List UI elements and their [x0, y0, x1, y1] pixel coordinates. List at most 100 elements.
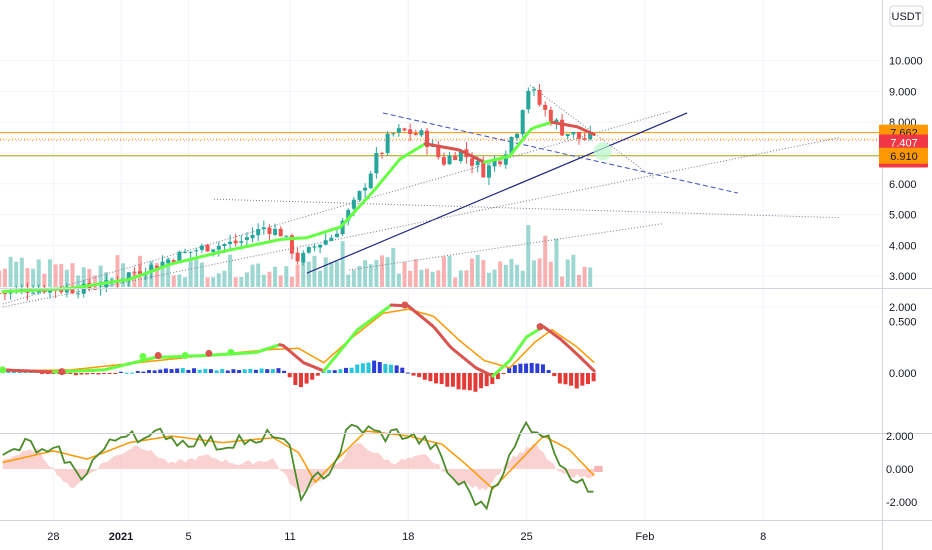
oscillator-tick-label: 0.000: [886, 464, 914, 476]
candle-body: [526, 90, 531, 110]
candle-body: [211, 249, 216, 252]
volume-bar: [391, 247, 396, 287]
candle-body: [199, 245, 204, 250]
volume-bar: [503, 264, 508, 287]
volume-bar: [14, 261, 19, 287]
macd-histogram-bar: [450, 373, 455, 387]
macd-histogram-bar: [518, 363, 523, 373]
price-tick-label: 2.000: [889, 302, 917, 314]
macd-histogram-bar: [456, 373, 461, 390]
volume-bar: [222, 270, 227, 287]
macd-histogram-bar: [315, 373, 320, 376]
trendline-dotted: [2, 137, 840, 308]
candle-body: [340, 220, 345, 235]
macd-histogram-bar: [242, 369, 247, 373]
macd-histogram-bar: [130, 372, 135, 374]
macd-cross-dot: [58, 368, 66, 376]
macd-histogram-bar: [535, 363, 540, 373]
macd-histogram-bar: [304, 373, 309, 384]
volume-bar: [419, 269, 424, 287]
volume-layer: [0, 225, 593, 287]
candle-body: [183, 251, 188, 253]
volume-bar: [396, 273, 401, 287]
volume-bar: [582, 266, 587, 287]
price-tick-label: 9.000: [889, 86, 917, 98]
volume-bar: [42, 273, 47, 287]
candle-body: [436, 144, 441, 158]
macd-histogram-bar: [389, 364, 394, 373]
candle-body: [160, 261, 165, 268]
time-tick-label: 18: [402, 531, 414, 543]
macd-pane: [0, 301, 596, 392]
candle-body: [256, 229, 261, 236]
candle-body: [329, 237, 334, 241]
macd-histogram-bar: [147, 370, 152, 373]
time-tick-label: 2021: [109, 531, 133, 543]
macd-histogram-bar: [574, 373, 579, 389]
macd-histogram-bar: [298, 373, 303, 388]
volume-bar: [233, 277, 238, 287]
volume-bar: [323, 257, 328, 287]
volume-bar: [199, 262, 204, 287]
volume-bar: [537, 258, 542, 287]
volume-bar: [548, 261, 553, 287]
macd-histogram-bar: [563, 373, 568, 385]
price-tag-box: [879, 134, 928, 151]
volume-bar: [312, 255, 317, 287]
time-axis[interactable]: 28 2021 5 11 18 25 Feb 8: [47, 531, 766, 543]
macd-histogram-bar: [141, 371, 146, 373]
volume-bar: [576, 274, 581, 287]
volume-bar: [205, 277, 210, 287]
price-tick-label: 6.000: [889, 179, 917, 191]
macd-histogram-bar: [580, 373, 585, 386]
macd-signal-line: [2, 308, 595, 372]
volume-bar: [216, 273, 221, 287]
candle-body: [492, 160, 497, 167]
volume-bar: [334, 261, 339, 287]
volume-bar: [132, 272, 137, 287]
candle-body: [363, 187, 368, 191]
macd-histogram-bar: [158, 369, 163, 373]
candle-body: [334, 233, 339, 238]
time-tick-label: 25: [520, 531, 532, 543]
macd-histogram-bar: [310, 373, 315, 380]
macd-histogram-bar: [79, 373, 84, 375]
macd-histogram-bar: [259, 368, 264, 373]
ema-layer: [1, 120, 596, 294]
candle-body: [59, 289, 64, 293]
candle-body: [470, 158, 475, 166]
candle-body: [177, 251, 182, 263]
candle-body: [441, 157, 446, 165]
macd-histogram-bar: [366, 362, 371, 373]
time-tick-label: 5: [186, 531, 192, 543]
macd-cross-dot: [181, 351, 189, 359]
candle-body: [548, 109, 553, 125]
candle-body: [166, 259, 171, 263]
price-levels: [0, 132, 882, 157]
candle-body: [582, 138, 587, 140]
macd-histogram-bar: [495, 373, 500, 379]
candle-body: [70, 289, 75, 294]
macd-histogram-bar: [377, 362, 382, 373]
macd-histogram-bar: [557, 373, 562, 384]
candle-body: [520, 110, 525, 135]
volume-bar: [498, 261, 503, 287]
volume-bar: [531, 260, 536, 287]
macd-histogram-bar: [197, 369, 202, 373]
candle-body: [228, 241, 233, 245]
volume-bar: [8, 256, 13, 287]
macd-cross-dot: [227, 348, 235, 356]
macd-histogram-bar: [45, 373, 50, 374]
volume-bar: [458, 270, 463, 287]
macd-histogram-bar: [445, 373, 450, 387]
candle-body: [380, 152, 385, 154]
price-tag-1: 7.407: [879, 134, 928, 151]
candle-body: [31, 292, 36, 294]
macd-cross-dot: [401, 301, 409, 309]
candle-body: [216, 245, 221, 250]
volume-bar: [92, 275, 97, 287]
macd-histogram-bar: [73, 373, 78, 376]
currency-button[interactable]: USDT: [889, 5, 924, 27]
volume-bar: [571, 254, 576, 287]
ema-segment: [588, 131, 596, 137]
